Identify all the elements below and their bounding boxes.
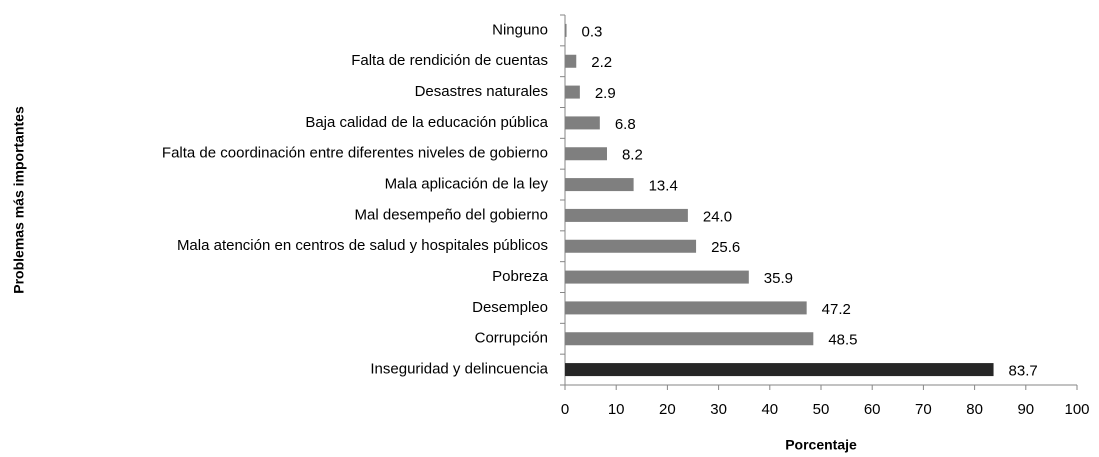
y-tick-label: Corrupción <box>475 330 548 347</box>
data-label: 25.6 <box>711 239 740 256</box>
bar <box>565 301 807 315</box>
data-label: 83.7 <box>1009 363 1038 380</box>
x-tick-label: 80 <box>966 401 983 418</box>
x-tick-label: 70 <box>915 401 932 418</box>
x-tick-label: 40 <box>761 401 778 418</box>
bar <box>565 23 567 37</box>
bar <box>565 332 814 346</box>
data-label: 0.3 <box>582 23 603 40</box>
x-tick-label: 0 <box>561 401 569 418</box>
x-tick-label: 30 <box>710 401 727 418</box>
bar <box>565 54 577 68</box>
data-label: 13.4 <box>649 178 678 195</box>
y-tick-label: Inseguridad y delincuencia <box>370 361 548 378</box>
bar <box>565 239 697 253</box>
data-label: 6.8 <box>615 116 636 133</box>
bar <box>565 147 607 161</box>
data-label: 47.2 <box>822 301 851 318</box>
bar <box>565 363 994 377</box>
y-tick-label: Desempleo <box>472 299 548 316</box>
data-label: 48.5 <box>828 332 857 349</box>
x-tick-label: 90 <box>1017 401 1034 418</box>
data-label: 35.9 <box>764 270 793 287</box>
bar <box>565 116 600 130</box>
x-tick-label: 20 <box>659 401 676 418</box>
x-tick-label: 100 <box>1064 401 1089 418</box>
data-label: 2.2 <box>591 54 612 71</box>
bar <box>565 208 688 222</box>
data-label: 2.9 <box>595 85 616 102</box>
data-label: 8.2 <box>622 147 643 164</box>
y-tick-label: Falta de rendición de cuentas <box>351 52 548 69</box>
bar <box>565 178 634 192</box>
y-tick-label: Mal desempeño del gobierno <box>355 206 548 223</box>
y-tick-label: Mala aplicación de la ley <box>385 176 549 193</box>
y-tick-label: Baja calidad de la educación pública <box>305 114 548 131</box>
x-tick-label: 50 <box>813 401 830 418</box>
y-axis-label: Problemas más importantes <box>11 106 27 294</box>
y-tick-label: Mala atención en centros de salud y hosp… <box>177 237 548 254</box>
x-axis-label: Porcentaje <box>785 437 857 453</box>
x-tick-label: 60 <box>864 401 881 418</box>
data-label: 24.0 <box>703 208 732 225</box>
x-tick-label: 10 <box>608 401 625 418</box>
y-tick-label: Ninguno <box>492 21 548 38</box>
y-tick-label: Desastres naturales <box>415 83 548 100</box>
y-tick-label: Falta de coordinación entre diferentes n… <box>162 145 548 162</box>
bar <box>565 85 580 99</box>
bar <box>565 270 749 284</box>
y-tick-label: Pobreza <box>492 268 549 285</box>
